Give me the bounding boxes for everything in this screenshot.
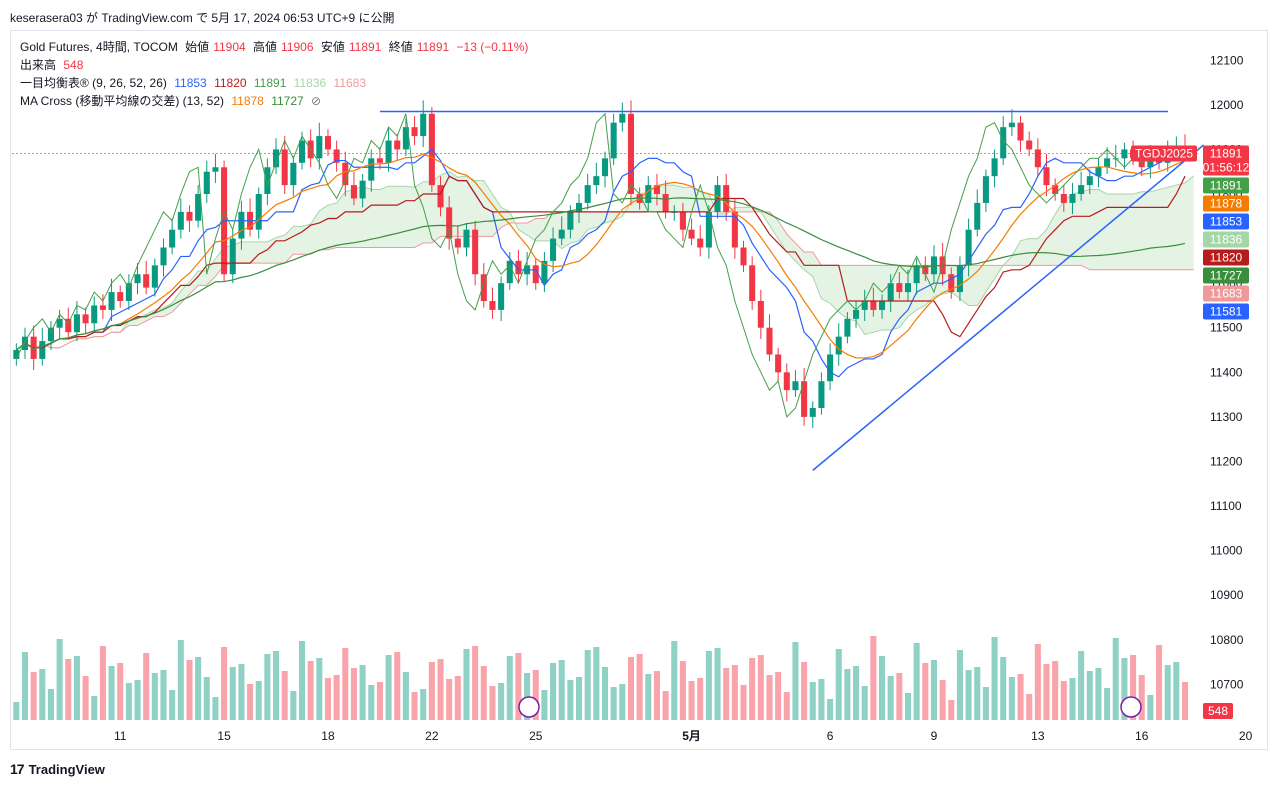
brand-name: TradingView — [28, 761, 105, 777]
symbol-title[interactable]: Gold Futures, 4時間, TOCOM — [20, 40, 178, 54]
high-value: 11906 — [281, 40, 314, 54]
ichimoku-span-b: 11683 — [333, 76, 367, 90]
ichimoku-kijun: 11820 — [214, 76, 247, 90]
ichimoku-label[interactable]: 一目均衡表® (9, 26, 52, 26) — [20, 76, 167, 90]
tradingview-footer[interactable]: 17 TradingView — [10, 761, 105, 777]
ma-label[interactable]: MA Cross (移動平均線の交差) (13, 52) — [20, 94, 225, 108]
chart-legend: Gold Futures, 4時間, TOCOM 始値 11904 高値 11906… — [20, 38, 532, 110]
volume-label[interactable]: 出来高 — [20, 58, 57, 72]
legend-ichimoku: 一目均衡表® (9, 26, 52, 26) 11853 11820 11891… — [20, 74, 532, 92]
low-label: 安値 — [320, 40, 345, 54]
ma-slow: 11727 — [271, 94, 304, 108]
close-value: 11891 — [416, 40, 450, 54]
change-value: −13 (−0.11%) — [456, 40, 529, 54]
legend-ma: MA Cross (移動平均線の交差) (13, 52) 11878 11727… — [20, 92, 532, 110]
ichimoku-chikou: 11891 — [253, 76, 287, 90]
high-label: 高値 — [253, 40, 278, 54]
legend-main: Gold Futures, 4時間, TOCOM 始値 11904 高値 11906… — [20, 38, 532, 56]
publish-caption: keserasera03 が TradingView.com で 5月 17, … — [10, 11, 395, 25]
ichimoku-tenkan: 11853 — [174, 76, 207, 90]
open-value: 11904 — [213, 40, 246, 54]
volume-value: 548 — [63, 58, 84, 72]
low-value: 11891 — [348, 40, 382, 54]
close-label: 終値 — [388, 40, 413, 54]
ma-fast: 11878 — [231, 94, 264, 108]
open-label: 始値 — [185, 40, 210, 54]
ichimoku-span-a: 11836 — [293, 76, 327, 90]
legend-volume: 出来高 548 — [20, 56, 532, 74]
ma-hidden-icon[interactable]: ⊘ — [311, 94, 322, 108]
tradingview-logo-icon: 17 — [10, 761, 25, 777]
chart-frame[interactable] — [10, 30, 1268, 750]
